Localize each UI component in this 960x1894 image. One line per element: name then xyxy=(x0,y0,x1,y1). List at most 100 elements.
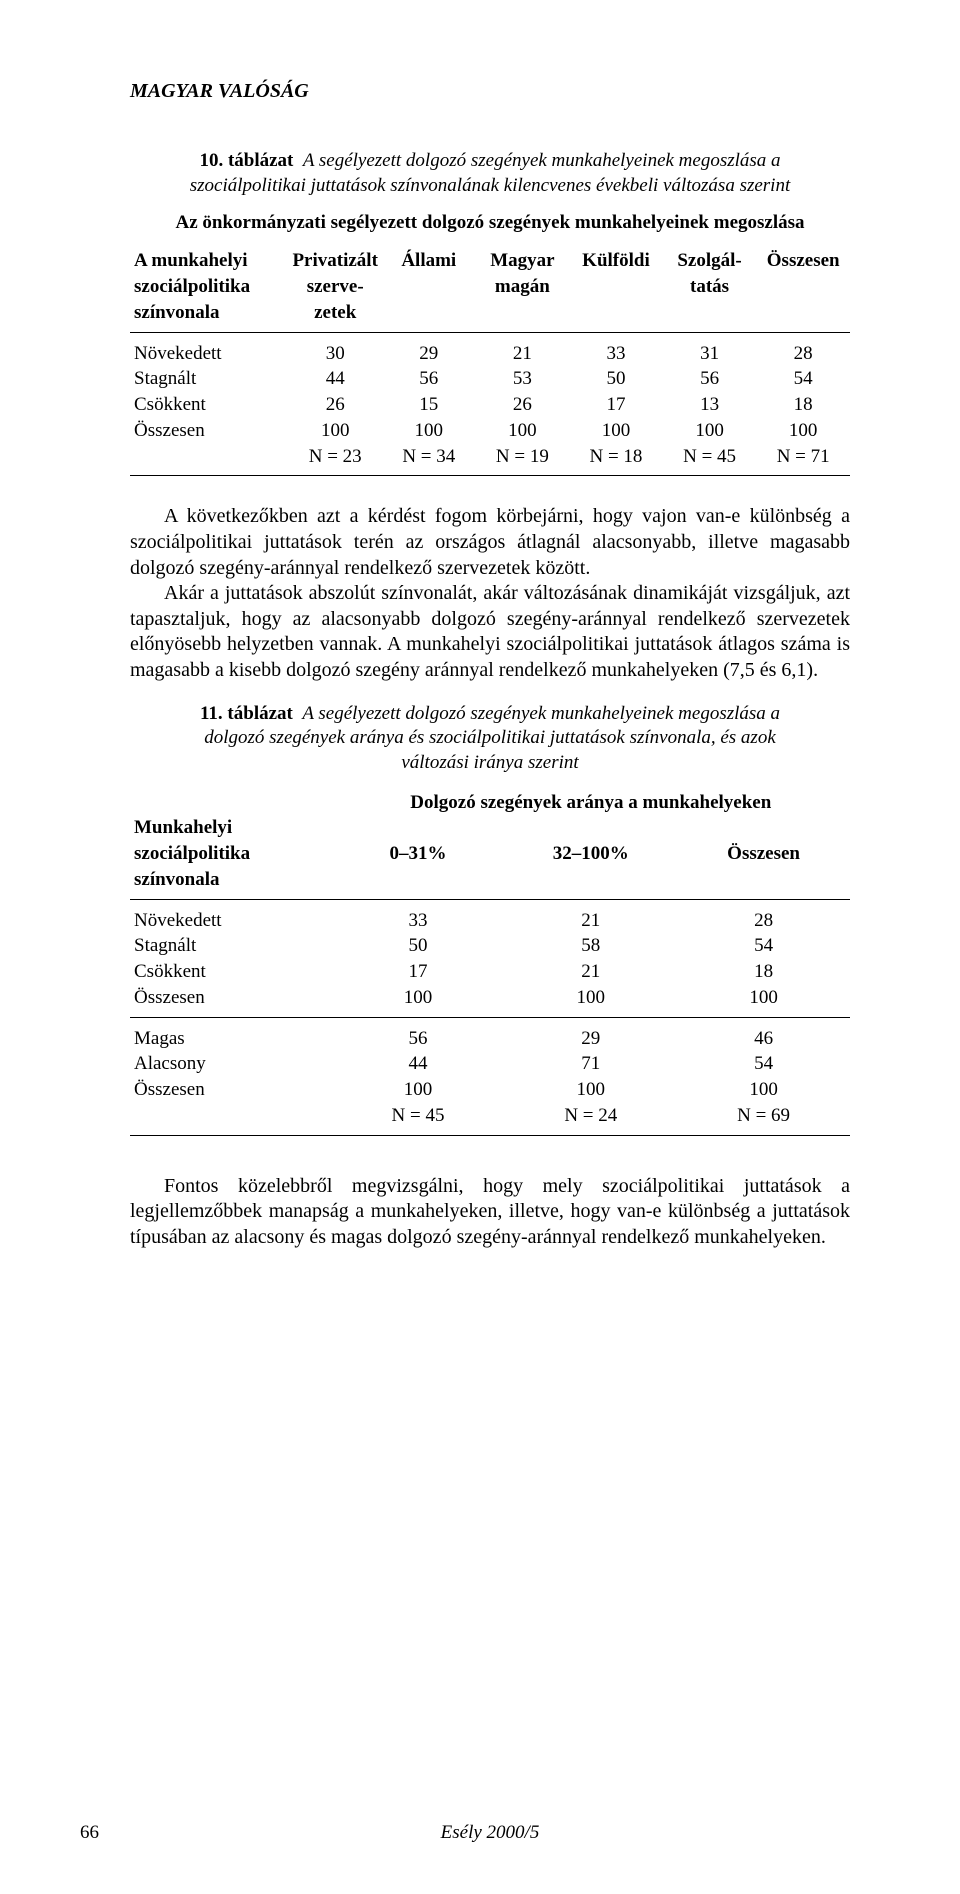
cell: 56 xyxy=(332,1026,505,1052)
th: 32–100% xyxy=(504,841,677,867)
cell: 29 xyxy=(382,341,476,367)
cell: 26 xyxy=(476,392,570,418)
cell: 28 xyxy=(756,341,850,367)
cell: 18 xyxy=(677,959,850,985)
cell: 21 xyxy=(476,341,570,367)
cell xyxy=(130,444,288,470)
page: MAGYAR VALÓSÁG 10. táblázat A segélyezet… xyxy=(0,0,960,1894)
cell: 53 xyxy=(476,366,570,392)
cell: Stagnált xyxy=(130,933,332,959)
cell: 28 xyxy=(677,908,850,934)
table11-head: Dolgozó szegények aránya a munkahelyeken… xyxy=(130,790,850,893)
body-paragraphs-1: A következőkben azt a kérdést fogom körb… xyxy=(130,504,850,683)
th xyxy=(569,274,663,300)
th: zetek xyxy=(288,300,382,326)
th: Szolgál- xyxy=(663,248,757,274)
cell: 15 xyxy=(382,392,476,418)
th xyxy=(663,300,757,326)
table-row: Összesen 100 100 100 100 100 100 xyxy=(130,418,850,444)
table-row: Összesen 100 100 100 xyxy=(130,985,850,1011)
th: színvonala xyxy=(130,867,332,893)
cell: 54 xyxy=(677,1051,850,1077)
cell: Csökkent xyxy=(130,392,288,418)
table-row: Növekedett 33 21 28 xyxy=(130,908,850,934)
th: színvonala xyxy=(130,300,288,326)
th-subhead: Dolgozó szegények aránya a munkahelyeken xyxy=(332,790,850,816)
th: magán xyxy=(476,274,570,300)
th: Privatizált xyxy=(288,248,382,274)
table10-number: 10. táblázat xyxy=(199,150,293,171)
cell: N = 19 xyxy=(476,444,570,470)
cell: N = 23 xyxy=(288,444,382,470)
cell: 100 xyxy=(382,418,476,444)
cell: 100 xyxy=(476,418,570,444)
cell: Alacsony xyxy=(130,1051,332,1077)
cell: Stagnált xyxy=(130,366,288,392)
cell: 50 xyxy=(332,933,505,959)
th xyxy=(476,300,570,326)
th: szociálpolitika xyxy=(130,274,288,300)
table-row: N = 23 N = 34 N = 19 N = 18 N = 45 N = 7… xyxy=(130,444,850,470)
cell: 56 xyxy=(382,366,476,392)
cell: 58 xyxy=(504,933,677,959)
th xyxy=(677,815,850,841)
rule xyxy=(130,332,850,333)
cell: 54 xyxy=(677,933,850,959)
table-row: Csökkent 26 15 26 17 13 18 xyxy=(130,392,850,418)
cell: Összesen xyxy=(130,1077,332,1103)
th: Munkahelyi xyxy=(130,815,332,841)
cell: 44 xyxy=(332,1051,505,1077)
cell: 13 xyxy=(663,392,757,418)
table-row: Növekedett 30 29 21 33 31 28 xyxy=(130,341,850,367)
cell xyxy=(130,1103,332,1129)
table-row: N = 45 N = 24 N = 69 xyxy=(130,1103,850,1129)
th: szerve- xyxy=(288,274,382,300)
cell: 21 xyxy=(504,908,677,934)
cell: 31 xyxy=(663,341,757,367)
cell: Csökkent xyxy=(130,959,332,985)
cell: 44 xyxy=(288,366,382,392)
cell: 33 xyxy=(332,908,505,934)
cell: 100 xyxy=(663,418,757,444)
table11: Dolgozó szegények aránya a munkahelyeken… xyxy=(130,790,850,1144)
paragraph: Fontos közelebbről megvizsgálni, hogy me… xyxy=(130,1174,850,1251)
cell: N = 18 xyxy=(569,444,663,470)
table10-title: 10. táblázat A segélyezett dolgozó szegé… xyxy=(170,149,810,198)
cell: N = 24 xyxy=(504,1103,677,1129)
cell: Növekedett xyxy=(130,341,288,367)
cell: 100 xyxy=(677,985,850,1011)
cell: 17 xyxy=(569,392,663,418)
th: Összesen xyxy=(677,841,850,867)
rule xyxy=(130,475,850,476)
footer: 66 Esély 2000/5 xyxy=(130,1822,850,1844)
th xyxy=(504,867,677,893)
cell: 30 xyxy=(288,341,382,367)
th: Magyar xyxy=(476,248,570,274)
cell: 29 xyxy=(504,1026,677,1052)
cell: 50 xyxy=(569,366,663,392)
rule xyxy=(130,1017,850,1018)
th xyxy=(569,300,663,326)
cell: 100 xyxy=(504,985,677,1011)
page-number: 66 xyxy=(80,1822,99,1844)
cell: N = 34 xyxy=(382,444,476,470)
cell: N = 45 xyxy=(663,444,757,470)
paragraph: Akár a juttatások abszolút színvonalát, … xyxy=(130,581,850,683)
table-row: Összesen 100 100 100 xyxy=(130,1077,850,1103)
cell: N = 69 xyxy=(677,1103,850,1129)
table11-title: 11. táblázat A segélyezett dolgozó szegé… xyxy=(170,702,810,776)
table-row: Stagnált 50 58 54 xyxy=(130,933,850,959)
table11-number: 11. táblázat xyxy=(200,703,293,724)
journal-name: Esély 2000/5 xyxy=(441,1822,540,1843)
cell: 54 xyxy=(756,366,850,392)
table-row: Alacsony 44 71 54 xyxy=(130,1051,850,1077)
cell: 100 xyxy=(332,1077,505,1103)
th xyxy=(382,300,476,326)
th: Összesen xyxy=(756,248,850,274)
table10-subhead: Az önkormányzati segélyezett dolgozó sze… xyxy=(130,212,850,234)
cell: 26 xyxy=(288,392,382,418)
th xyxy=(130,790,332,816)
cell: Összesen xyxy=(130,985,332,1011)
cell: 100 xyxy=(288,418,382,444)
cell: 100 xyxy=(569,418,663,444)
